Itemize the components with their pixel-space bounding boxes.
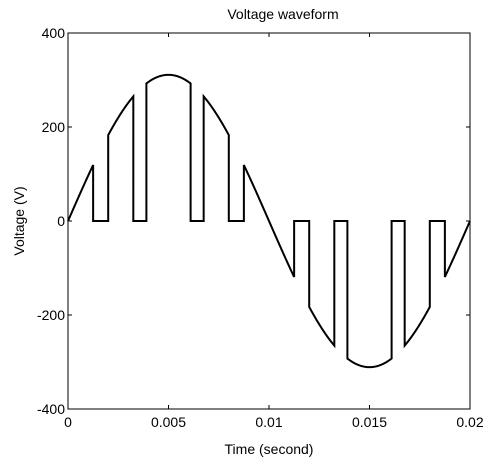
y-axis-label: Voltage (V) <box>11 186 27 255</box>
tick-labels-layer: 0 0.005 0.01 0.015 0.02 -400 -200 0 200 400 <box>37 25 484 430</box>
y-tick-label: 400 <box>42 25 66 41</box>
y-tick-label: -400 <box>37 401 65 417</box>
x-tick-label: 0.005 <box>151 414 186 430</box>
voltage-waveform-line <box>67 73 471 369</box>
x-axis-label: Time (second) <box>225 441 314 457</box>
y-tick-label: 0 <box>57 213 65 229</box>
x-tick-label: 0.015 <box>352 414 387 430</box>
x-tick-label: 0 <box>64 414 72 430</box>
chart-title: Voltage waveform <box>227 6 338 22</box>
y-tick-label: -200 <box>37 307 65 323</box>
x-tick-label: 0.01 <box>255 414 282 430</box>
x-tick-label: 0.02 <box>456 414 483 430</box>
y-tick-label: 200 <box>42 119 66 135</box>
